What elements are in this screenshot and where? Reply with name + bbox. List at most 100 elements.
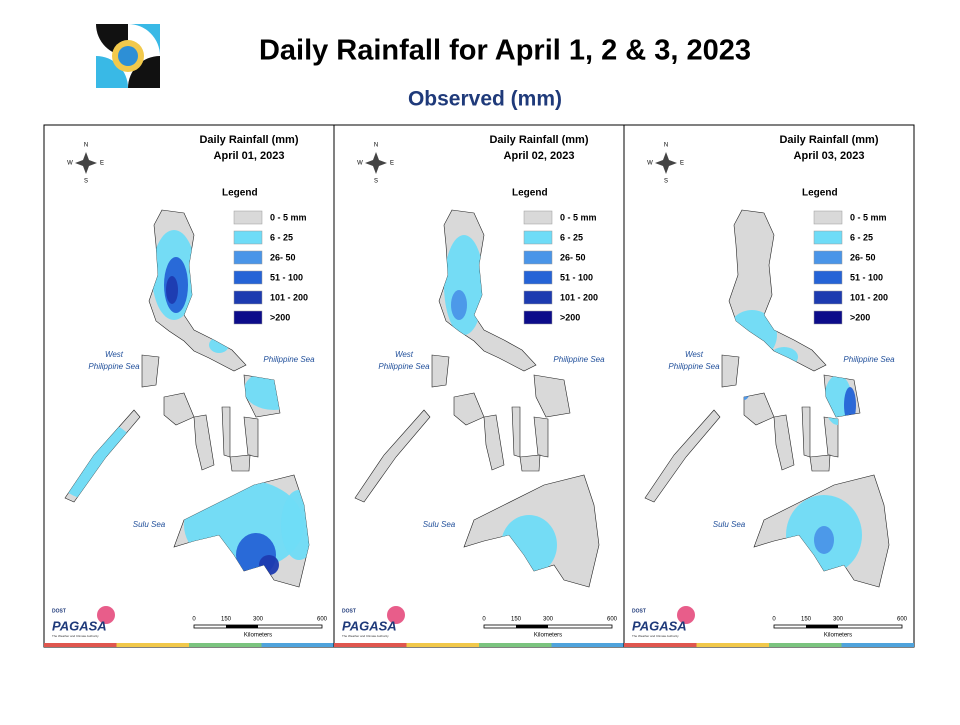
legend-swatch xyxy=(523,270,553,285)
island xyxy=(519,454,541,472)
compass-e: E xyxy=(680,161,684,167)
scale-tick-label: 0 xyxy=(482,617,486,623)
scale-unit: Kilometers xyxy=(534,633,562,639)
sea-label: Philippine Sea xyxy=(843,355,895,364)
compass-w: W xyxy=(357,161,363,167)
legend-swatch xyxy=(523,290,553,305)
brand-umbrella xyxy=(97,606,115,624)
panel-title: Daily Rainfall (mm) xyxy=(489,134,588,146)
subtitle: Observed (mm) xyxy=(408,88,562,111)
legend-label: 0 - 5 mm xyxy=(850,212,887,222)
sea-label: Philippine Sea xyxy=(553,355,605,364)
compass-n: N xyxy=(374,143,378,149)
color-strip xyxy=(841,643,914,647)
legend-label: 6 - 25 xyxy=(270,232,293,242)
legend-swatch xyxy=(813,290,843,305)
legend-swatch xyxy=(233,270,263,285)
rainfall-area xyxy=(451,290,467,320)
scale-tick-label: 600 xyxy=(897,617,908,623)
scale-tick-label: 300 xyxy=(833,617,844,623)
panel-title: Daily Rainfall (mm) xyxy=(199,134,298,146)
island xyxy=(354,409,431,503)
scale-tick-label: 150 xyxy=(221,617,232,623)
island xyxy=(721,354,740,388)
compass-n: N xyxy=(84,143,88,149)
legend-label: 51 - 100 xyxy=(850,272,883,282)
compass-s: S xyxy=(664,179,668,185)
color-strip xyxy=(406,643,479,647)
sea-label: Philippine Sea xyxy=(668,362,720,371)
legend-label: 101 - 200 xyxy=(560,292,598,302)
scale-unit: Kilometers xyxy=(824,633,852,639)
island xyxy=(431,354,450,388)
title: Daily Rainfall for April 1, 2 & 3, 2023 xyxy=(259,35,751,67)
panel-date: April 03, 2023 xyxy=(794,150,865,162)
brand-tagline: The Weather and Climate Authority xyxy=(632,634,679,638)
legend-swatch xyxy=(813,230,843,245)
rainfall-areas xyxy=(444,235,561,575)
compass: N S E W xyxy=(357,143,394,185)
island xyxy=(483,414,505,471)
island xyxy=(809,454,831,472)
compass-s: S xyxy=(374,179,378,185)
compass-w: W xyxy=(67,161,73,167)
sea-label: West xyxy=(105,350,124,359)
panels: Daily Rainfall (mm) April 01, 2023 N S E W Leg… xyxy=(43,124,915,648)
panel-date: April 01, 2023 xyxy=(214,150,285,162)
legend-swatch xyxy=(813,310,843,325)
color-strip xyxy=(624,643,697,647)
map-panel: Daily Rainfall (mm) April 03, 2023 N S E W Leg… xyxy=(623,124,915,648)
legend-label: 101 - 200 xyxy=(270,292,308,302)
legend-title: Legend xyxy=(802,188,838,199)
legend-swatch xyxy=(523,230,553,245)
island xyxy=(243,416,259,458)
compass-n: N xyxy=(664,143,668,149)
legend-swatch xyxy=(233,210,263,225)
scale-bar-fill xyxy=(226,625,258,628)
rainfall-area xyxy=(844,387,856,423)
legend-label: 26- 50 xyxy=(560,252,586,262)
brand-umbrella xyxy=(677,606,695,624)
compass: N S E W xyxy=(647,143,684,185)
panel-date: April 02, 2023 xyxy=(504,150,575,162)
legend-swatch xyxy=(233,290,263,305)
color-strip xyxy=(189,643,262,647)
legend-swatch xyxy=(523,310,553,325)
map-panel: Daily Rainfall (mm) April 01, 2023 N S E W Leg… xyxy=(43,124,335,648)
island xyxy=(229,454,251,472)
scale-tick-label: 600 xyxy=(607,617,618,623)
color-strip xyxy=(479,643,552,647)
compass-s: S xyxy=(84,179,88,185)
scale-tick-label: 600 xyxy=(317,617,328,623)
island xyxy=(533,416,549,458)
sea-label: West xyxy=(685,350,704,359)
sea-label: Sulu Sea xyxy=(713,520,746,529)
legend-label: >200 xyxy=(270,312,290,322)
legend-label: 0 - 5 mm xyxy=(270,212,307,222)
scale-tick-label: 0 xyxy=(192,617,196,623)
scale-tick-label: 300 xyxy=(253,617,264,623)
legend-swatch xyxy=(233,310,263,325)
sea-label: Sulu Sea xyxy=(423,520,456,529)
map-panel: Daily Rainfall (mm) April 02, 2023 N S E W Leg… xyxy=(333,124,625,648)
brand-agency: PAGASA xyxy=(342,618,397,633)
legend-title: Legend xyxy=(222,188,258,199)
color-strip xyxy=(334,643,407,647)
legend-label: 0 - 5 mm xyxy=(560,212,597,222)
island xyxy=(141,354,160,388)
legend-title: Legend xyxy=(512,188,548,199)
compass-star xyxy=(365,152,387,174)
sea-label: Sulu Sea xyxy=(133,520,166,529)
island xyxy=(533,374,571,418)
legend-swatch xyxy=(233,250,263,265)
brand-dost: DOST xyxy=(632,608,646,614)
brand-dost: DOST xyxy=(342,608,356,614)
color-strip xyxy=(551,643,624,647)
color-strip xyxy=(44,643,117,647)
island xyxy=(773,414,795,471)
scale-bar-fill xyxy=(516,625,548,628)
legend-label: 101 - 200 xyxy=(850,292,888,302)
scale-tick-label: 150 xyxy=(801,617,812,623)
legend-label: >200 xyxy=(850,312,870,322)
island xyxy=(453,392,485,426)
